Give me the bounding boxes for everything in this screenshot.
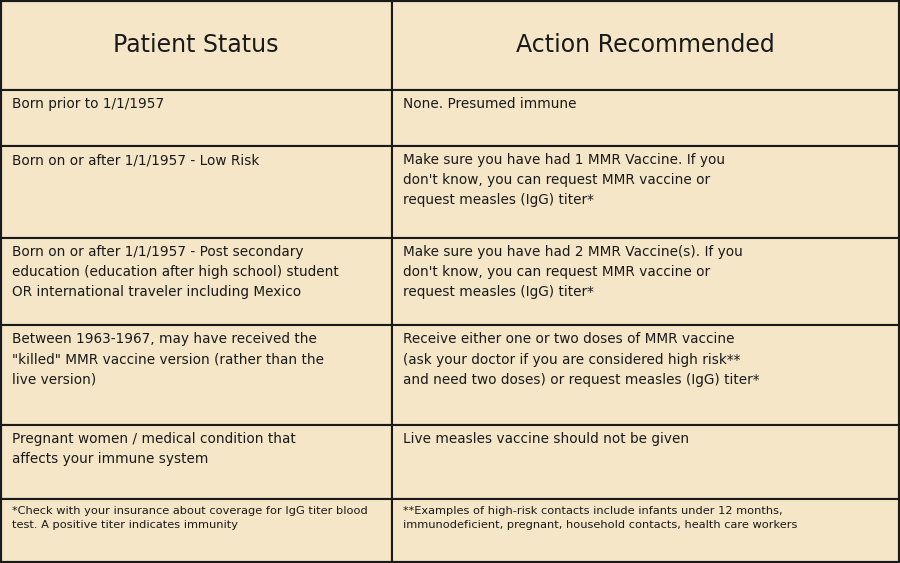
Bar xyxy=(0,425,392,499)
Bar xyxy=(0,499,392,563)
Text: Action Recommended: Action Recommended xyxy=(517,33,775,57)
Text: *Check with your insurance about coverage for IgG titer blood
test. A positive t: *Check with your insurance about coverag… xyxy=(12,506,367,530)
Text: Patient Status: Patient Status xyxy=(113,33,278,57)
Text: **Examples of high-risk contacts include infants under 12 months,
immunodeficien: **Examples of high-risk contacts include… xyxy=(403,506,797,530)
Text: Receive either one or two doses of MMR vaccine
(ask your doctor if you are consi: Receive either one or two doses of MMR v… xyxy=(403,333,760,387)
Bar xyxy=(392,499,900,563)
Text: Between 1963-1967, may have received the
"killed" MMR vaccine version (rather th: Between 1963-1967, may have received the… xyxy=(12,333,324,387)
Bar xyxy=(0,325,392,425)
Bar xyxy=(392,0,900,90)
Text: Pregnant women / medical condition that
affects your immune system: Pregnant women / medical condition that … xyxy=(12,432,295,466)
Bar xyxy=(392,90,900,146)
Text: Live measles vaccine should not be given: Live measles vaccine should not be given xyxy=(403,432,689,446)
Bar xyxy=(0,90,392,146)
Bar xyxy=(392,325,900,425)
Bar xyxy=(0,146,392,238)
Bar xyxy=(0,0,392,90)
Text: Born prior to 1/1/1957: Born prior to 1/1/1957 xyxy=(12,97,164,111)
Bar xyxy=(392,238,900,325)
Bar xyxy=(392,425,900,499)
Text: None. Presumed immune: None. Presumed immune xyxy=(403,97,577,111)
Text: Born on or after 1/1/1957 - Low Risk: Born on or after 1/1/1957 - Low Risk xyxy=(12,153,259,167)
Bar xyxy=(0,238,392,325)
Text: Born on or after 1/1/1957 - Post secondary
education (education after high schoo: Born on or after 1/1/1957 - Post seconda… xyxy=(12,245,338,300)
Text: Make sure you have had 1 MMR Vaccine. If you
don't know, you can request MMR vac: Make sure you have had 1 MMR Vaccine. If… xyxy=(403,153,725,207)
Bar xyxy=(392,146,900,238)
Text: Make sure you have had 2 MMR Vaccine(s). If you
don't know, you can request MMR : Make sure you have had 2 MMR Vaccine(s).… xyxy=(403,245,743,300)
